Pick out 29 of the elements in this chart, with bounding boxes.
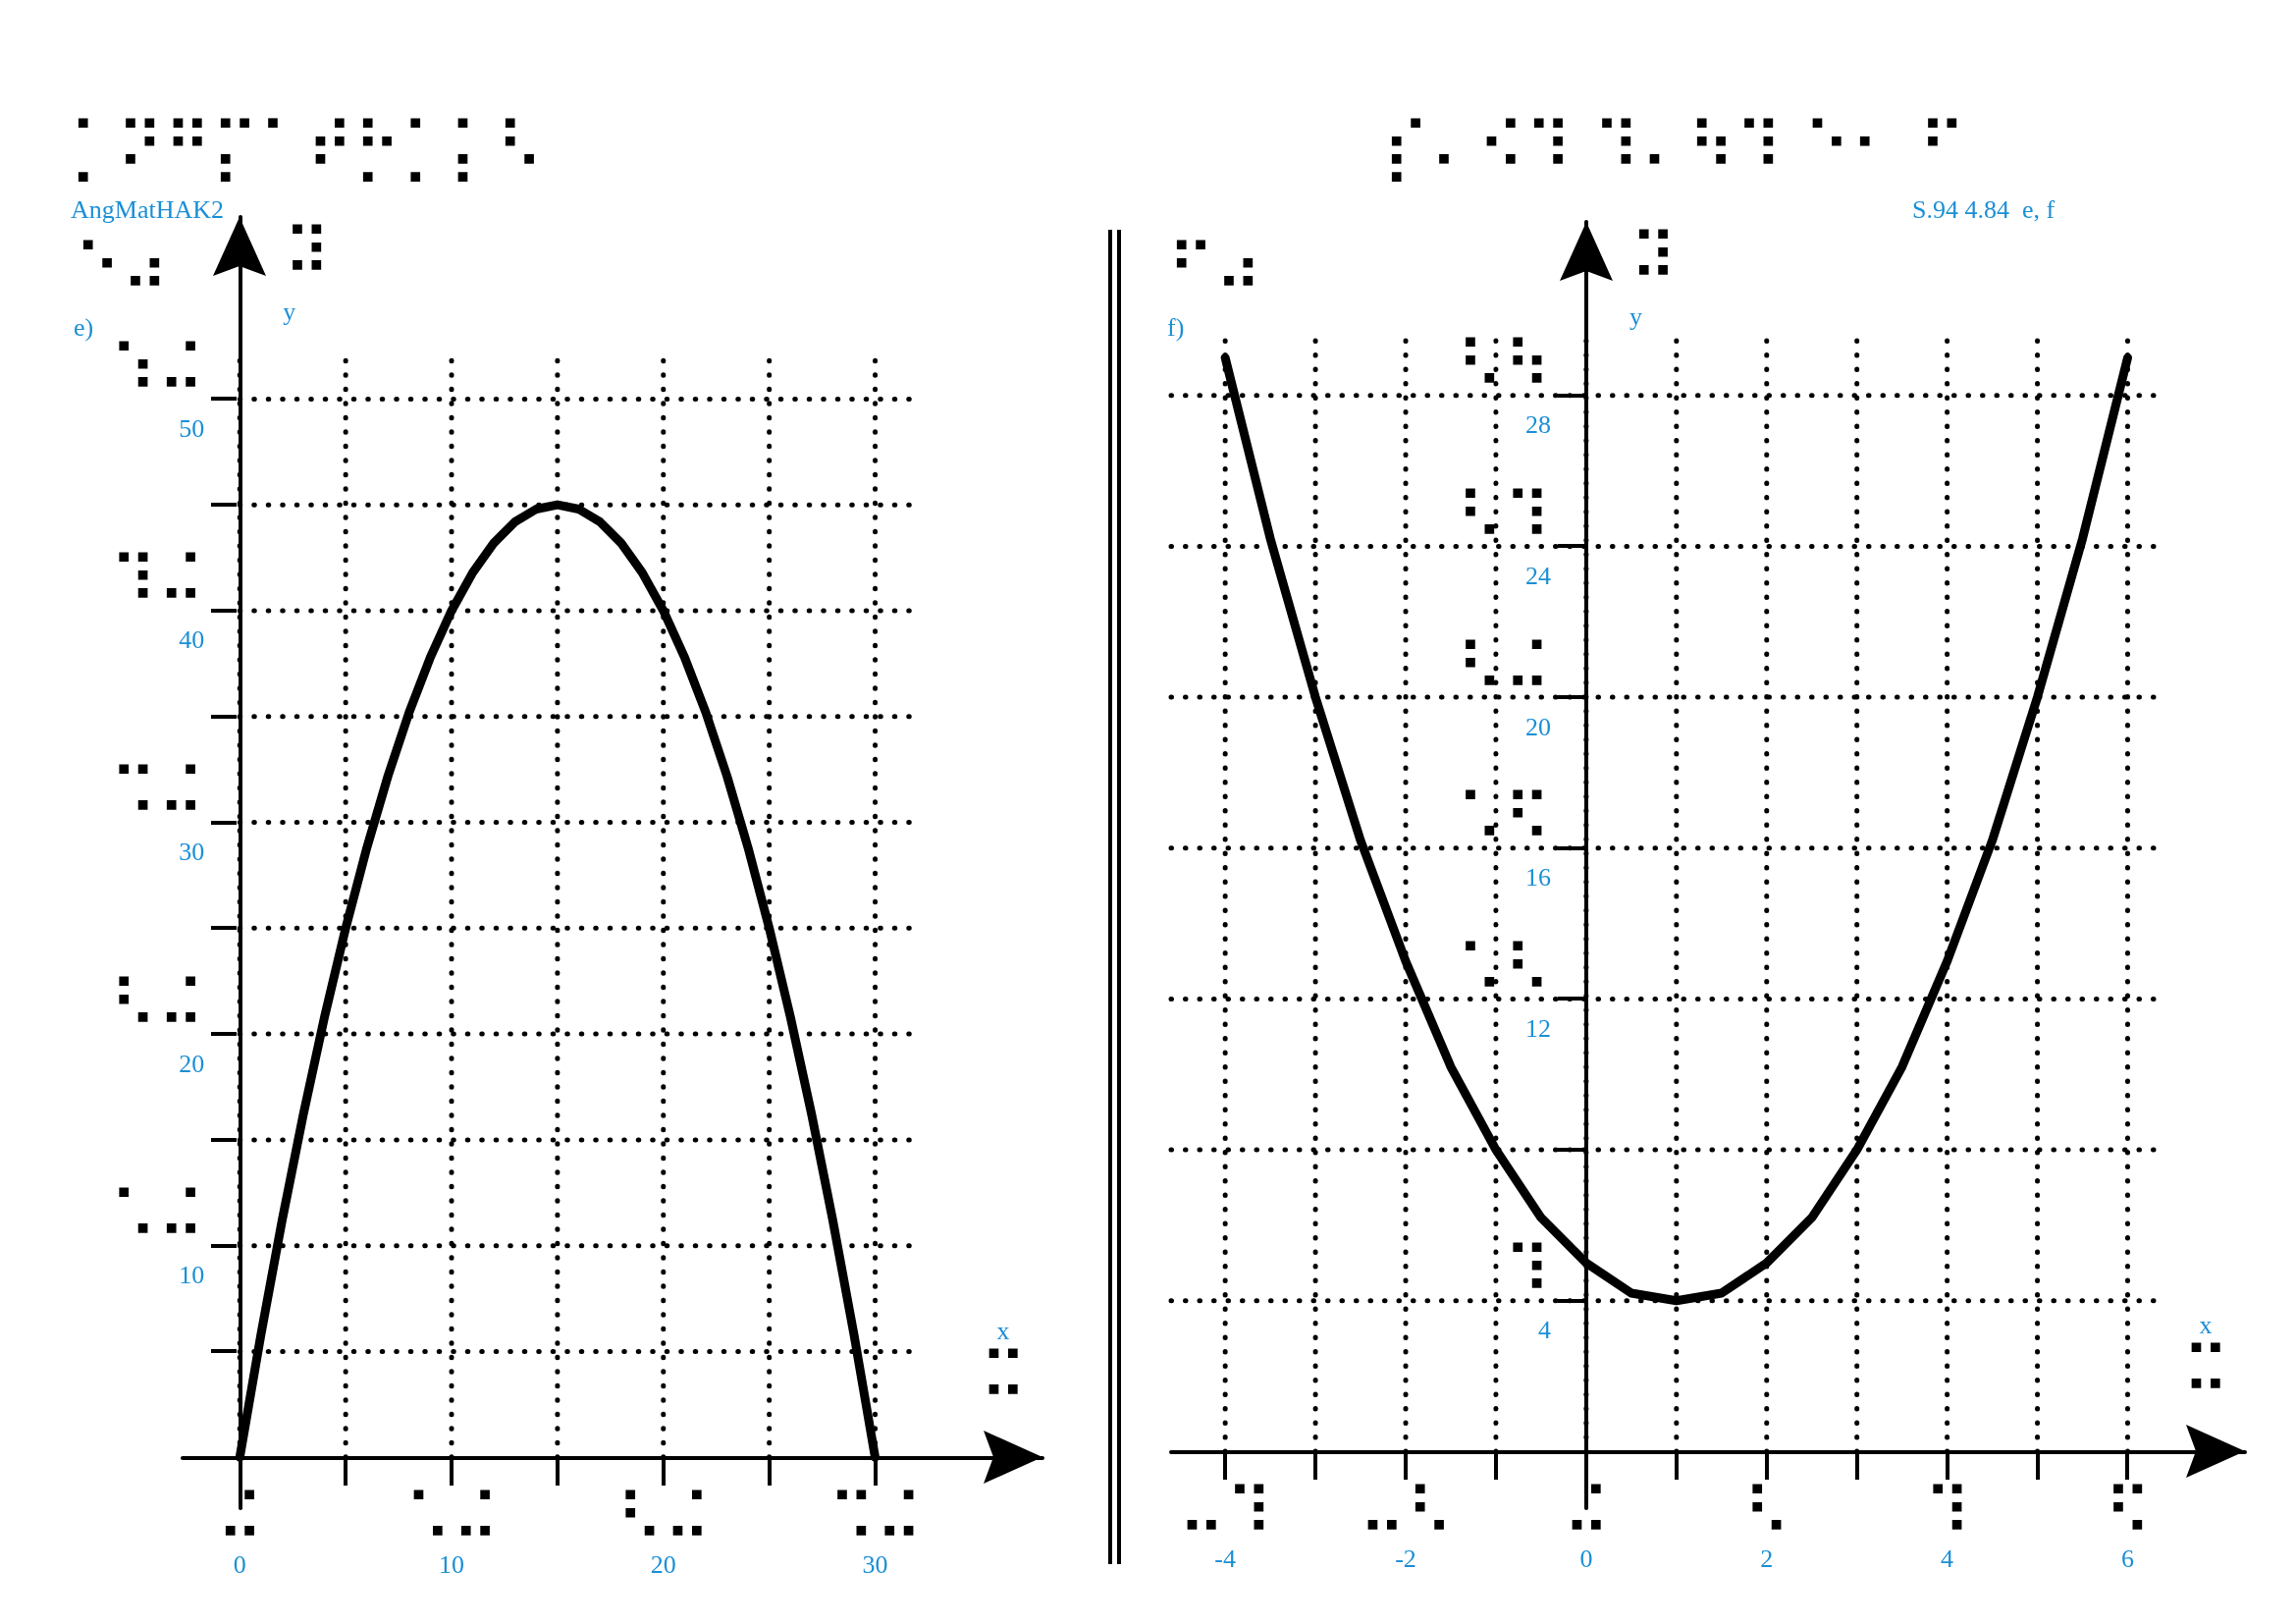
x-tick-label: ⠩⠬ 30 [828,1480,923,1579]
x-tick-label: ⠹ 4 [1923,1474,1971,1573]
y-tick-label: ⠹ 4 [1503,1233,1551,1345]
text: ⡎⠄⠪⠹ ⠹⠄⠳⠹ ⠑⠂ ⠋ [1382,108,1966,185]
y-tick-label: ⠩⠬ 30 [109,755,205,867]
y-axis-title: ⠽ y [283,214,331,326]
x-tick-label: ⠫ 6 [2104,1474,2152,1573]
chart-title: ⠋⠴ f) [1167,230,1262,342]
y-tick-label: ⠣⠬ 20 [1456,629,1551,741]
text: ⡁⠝⠛⡍⠁⠞⡓⡁⡅⠣ [69,108,544,185]
y-axis-title: ⠽ y [1629,219,1678,331]
x-tick-label: ⠬ 0 [216,1480,264,1579]
y-tick-label: ⠡⠫ 16 [1456,781,1551,893]
x-axis-title: x ⠭ [979,1316,1028,1415]
x-axis-title: x ⠭ [2181,1310,2230,1409]
y-tick-label: ⠡⠣ 12 [1456,931,1551,1043]
x-tick-label: ⠣ 2 [1742,1474,1790,1573]
x-tick-label: ⠣⠬ 20 [615,1480,712,1579]
y-tick-label: ⠡⠬ 10 [109,1178,205,1290]
y-tick-label: ⠣⠳ 28 [1456,328,1551,440]
x-tick-label: ⠤⠹ -4 [1177,1474,1273,1573]
annotation: AngMatHAK2 [71,194,224,224]
y-tick-label: ⠹⠬ 40 [109,543,205,655]
x-tick-label: ⠡⠬ 10 [403,1480,500,1579]
annotation: S.94 4.84 e, f [1912,194,2056,224]
y-tick-label: ⠣⠹ 24 [1456,478,1551,590]
x-tick-label: ⠤⠣ -2 [1358,1474,1454,1573]
x-tick-label: ⠬ 0 [1562,1474,1611,1573]
y-tick-label: ⠣⠬ 20 [109,966,205,1078]
